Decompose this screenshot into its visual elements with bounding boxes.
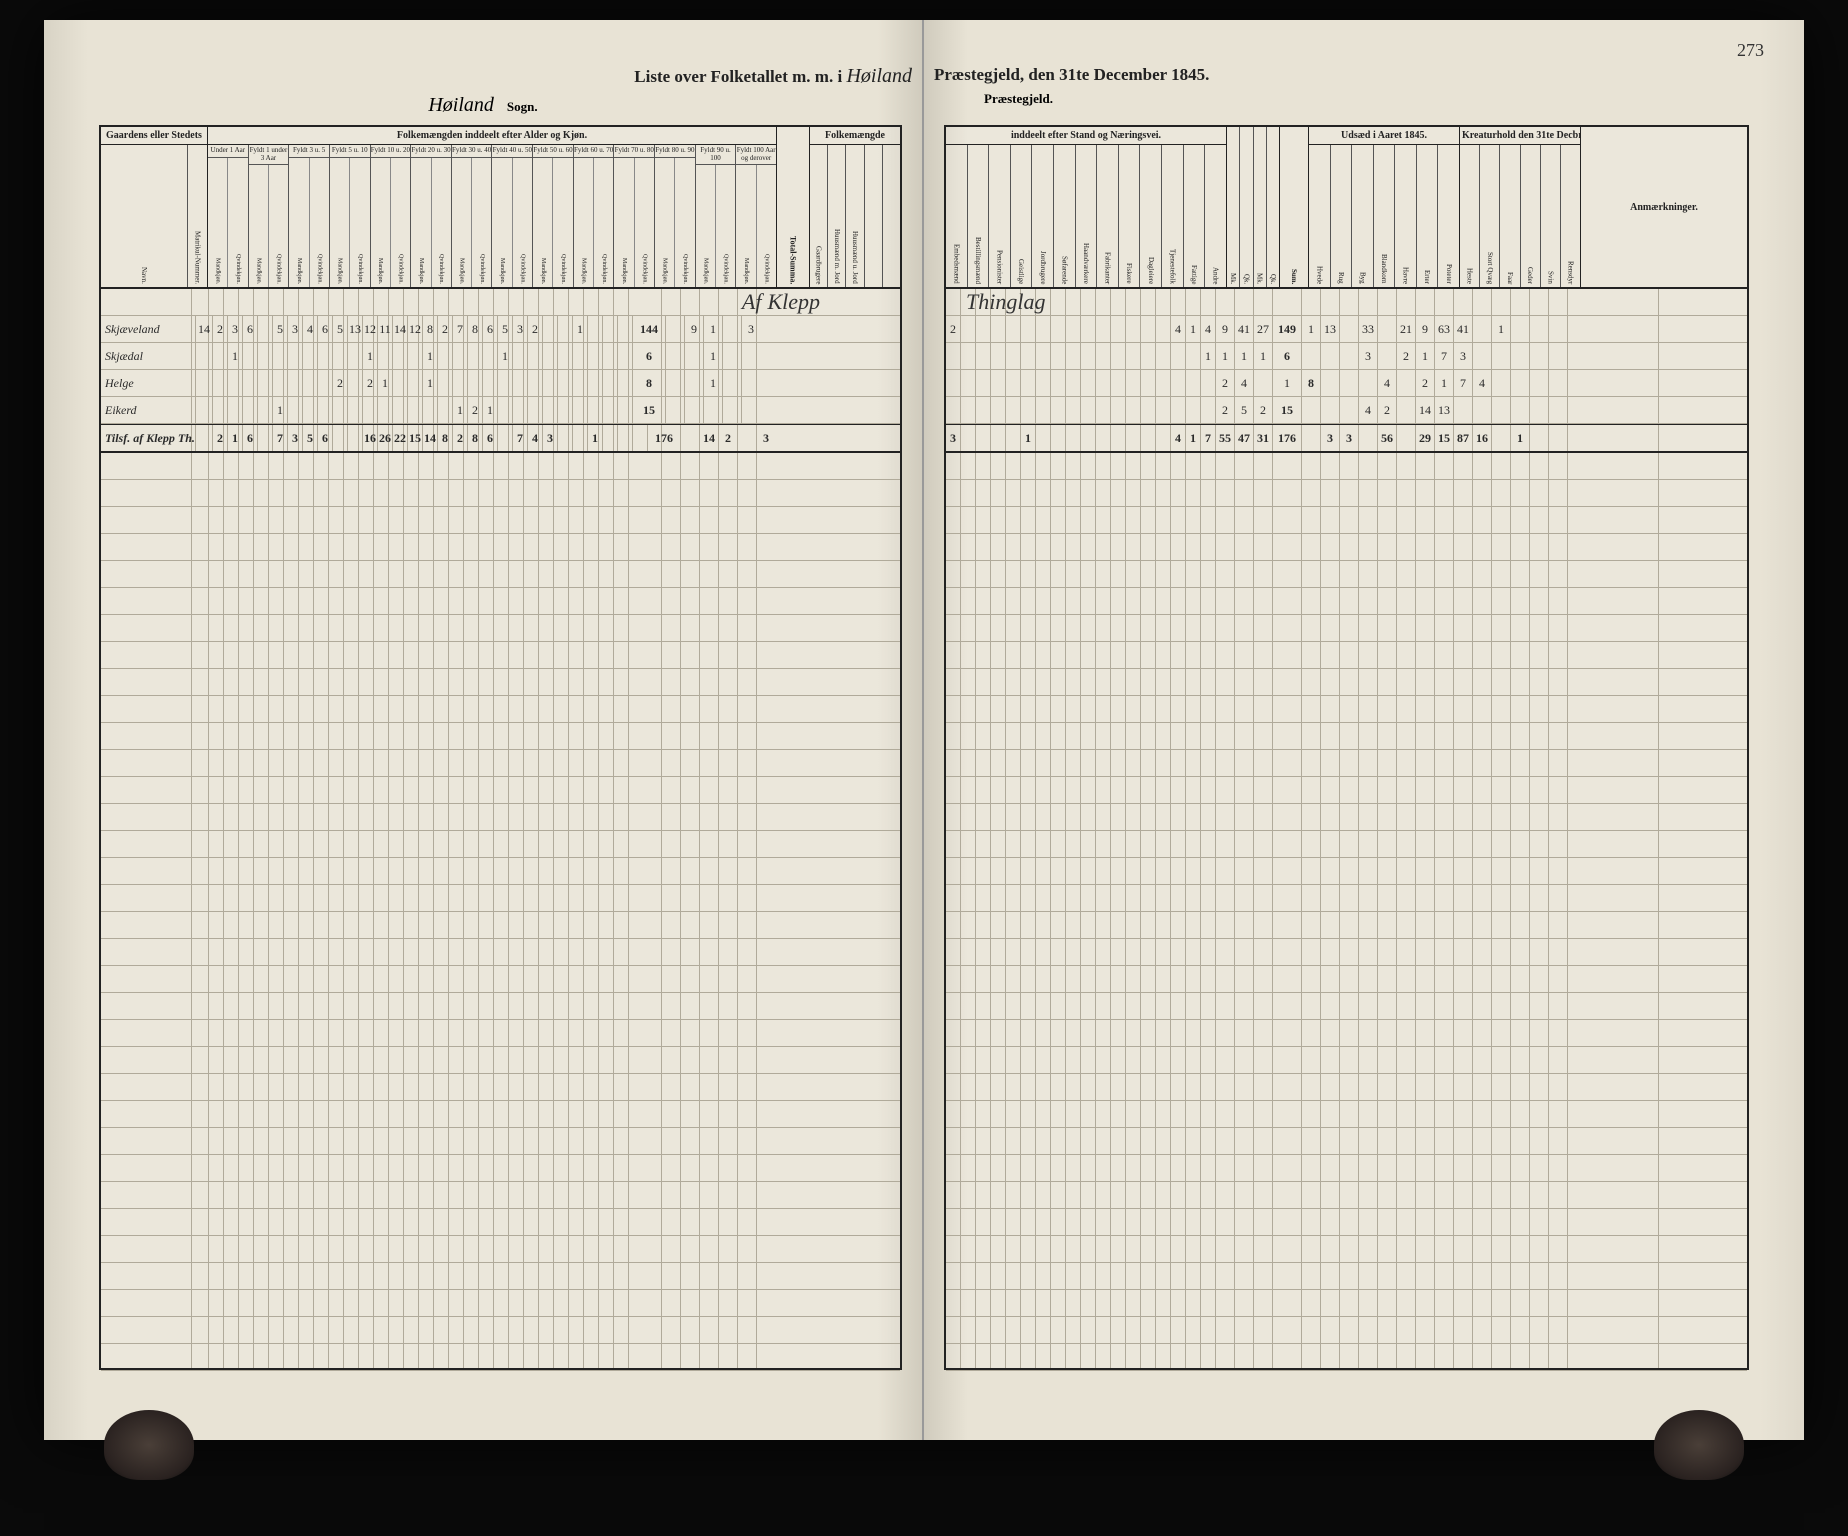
page-number: 273 <box>1737 40 1764 61</box>
anm-header: Anmærkninger. <box>1581 127 1747 287</box>
table-row: 241842174 <box>946 370 1747 397</box>
folke2-header: Folkemængde <box>810 127 900 145</box>
right-header: inddeelt efter Stand og Næringsvei. Embe… <box>946 127 1747 289</box>
right-data-rows: Thinglag24149412714911333219634111111632… <box>946 289 1747 1371</box>
census-ledger-book: Liste over Folketallet m. m. i Høiland H… <box>44 20 1804 1440</box>
table-row: Tilsf. af Klepp Th.216735616262215148286… <box>101 424 900 453</box>
sogn-row: Høiland Sogn. <box>44 88 922 117</box>
praestegjeld-label: Præstegjeld. <box>924 85 1804 107</box>
left-data-rows: Af KleppSkjæveland1423653465131211141282… <box>101 289 900 1371</box>
col-huusmaend-u: Huusmænd u. Jord <box>846 145 864 287</box>
table-row: 2414941271491133321963411 <box>946 316 1747 343</box>
col-gaardbrugere: Gaardbrugere <box>810 145 828 287</box>
thumb-right <box>1654 1410 1744 1480</box>
totalsum-header: Total-Summa. <box>777 127 809 287</box>
sum-header: Sum. <box>1280 127 1308 287</box>
right-table: inddeelt efter Stand og Næringsvei. Embe… <box>944 125 1749 1370</box>
gaard-header: Gaardens eller Stedets <box>101 127 207 145</box>
folkemaengde-header: Folkemængden inddeelt efter Alder og Kjø… <box>208 127 776 145</box>
table-row: Helge221181 <box>101 370 900 397</box>
title-right: Præstegjeld, den 31te December 1845. <box>924 20 1804 85</box>
table-row: 314175547311763356291587161 <box>946 424 1747 453</box>
right-page: 273 Præstegjeld, den 31te December 1845.… <box>924 20 1804 1440</box>
udsaed-header: Udsæd i Aaret 1845. <box>1309 127 1459 145</box>
kreatur-header: Kreaturhold den 31te Decbr. 1845 <box>1460 127 1580 145</box>
col-huusmaend-j: Huusmænd m. Jord <box>828 145 846 287</box>
col-matrikul: Matrikul-Nummer. <box>188 145 207 287</box>
table-row: Eikerd112115 <box>101 397 900 424</box>
parish-name: Høiland <box>846 65 912 87</box>
table-row: Skjædal111161 <box>101 343 900 370</box>
sogn-label: Sogn. <box>507 99 538 114</box>
stand-header: inddeelt efter Stand og Næringsvei. <box>946 127 1226 145</box>
left-page: Liste over Folketallet m. m. i Høiland H… <box>44 20 924 1440</box>
title-text-left: Liste over Folketallet m. m. i <box>634 67 842 86</box>
title-left: Liste over Folketallet m. m. i Høiland <box>44 20 922 88</box>
col-navn: Navn. <box>101 145 188 287</box>
table-row: 1111632173 <box>946 343 1747 370</box>
sogn-name: Høiland <box>428 94 494 116</box>
table-row: 25215421413 <box>946 397 1747 424</box>
left-table: Gaardens eller Stedets Navn. Matrikul-Nu… <box>99 125 902 1370</box>
thumb-left <box>104 1410 194 1480</box>
table-row: Skjæveland142365346513121114128278653211… <box>101 316 900 343</box>
left-header: Gaardens eller Stedets Navn. Matrikul-Nu… <box>101 127 900 289</box>
